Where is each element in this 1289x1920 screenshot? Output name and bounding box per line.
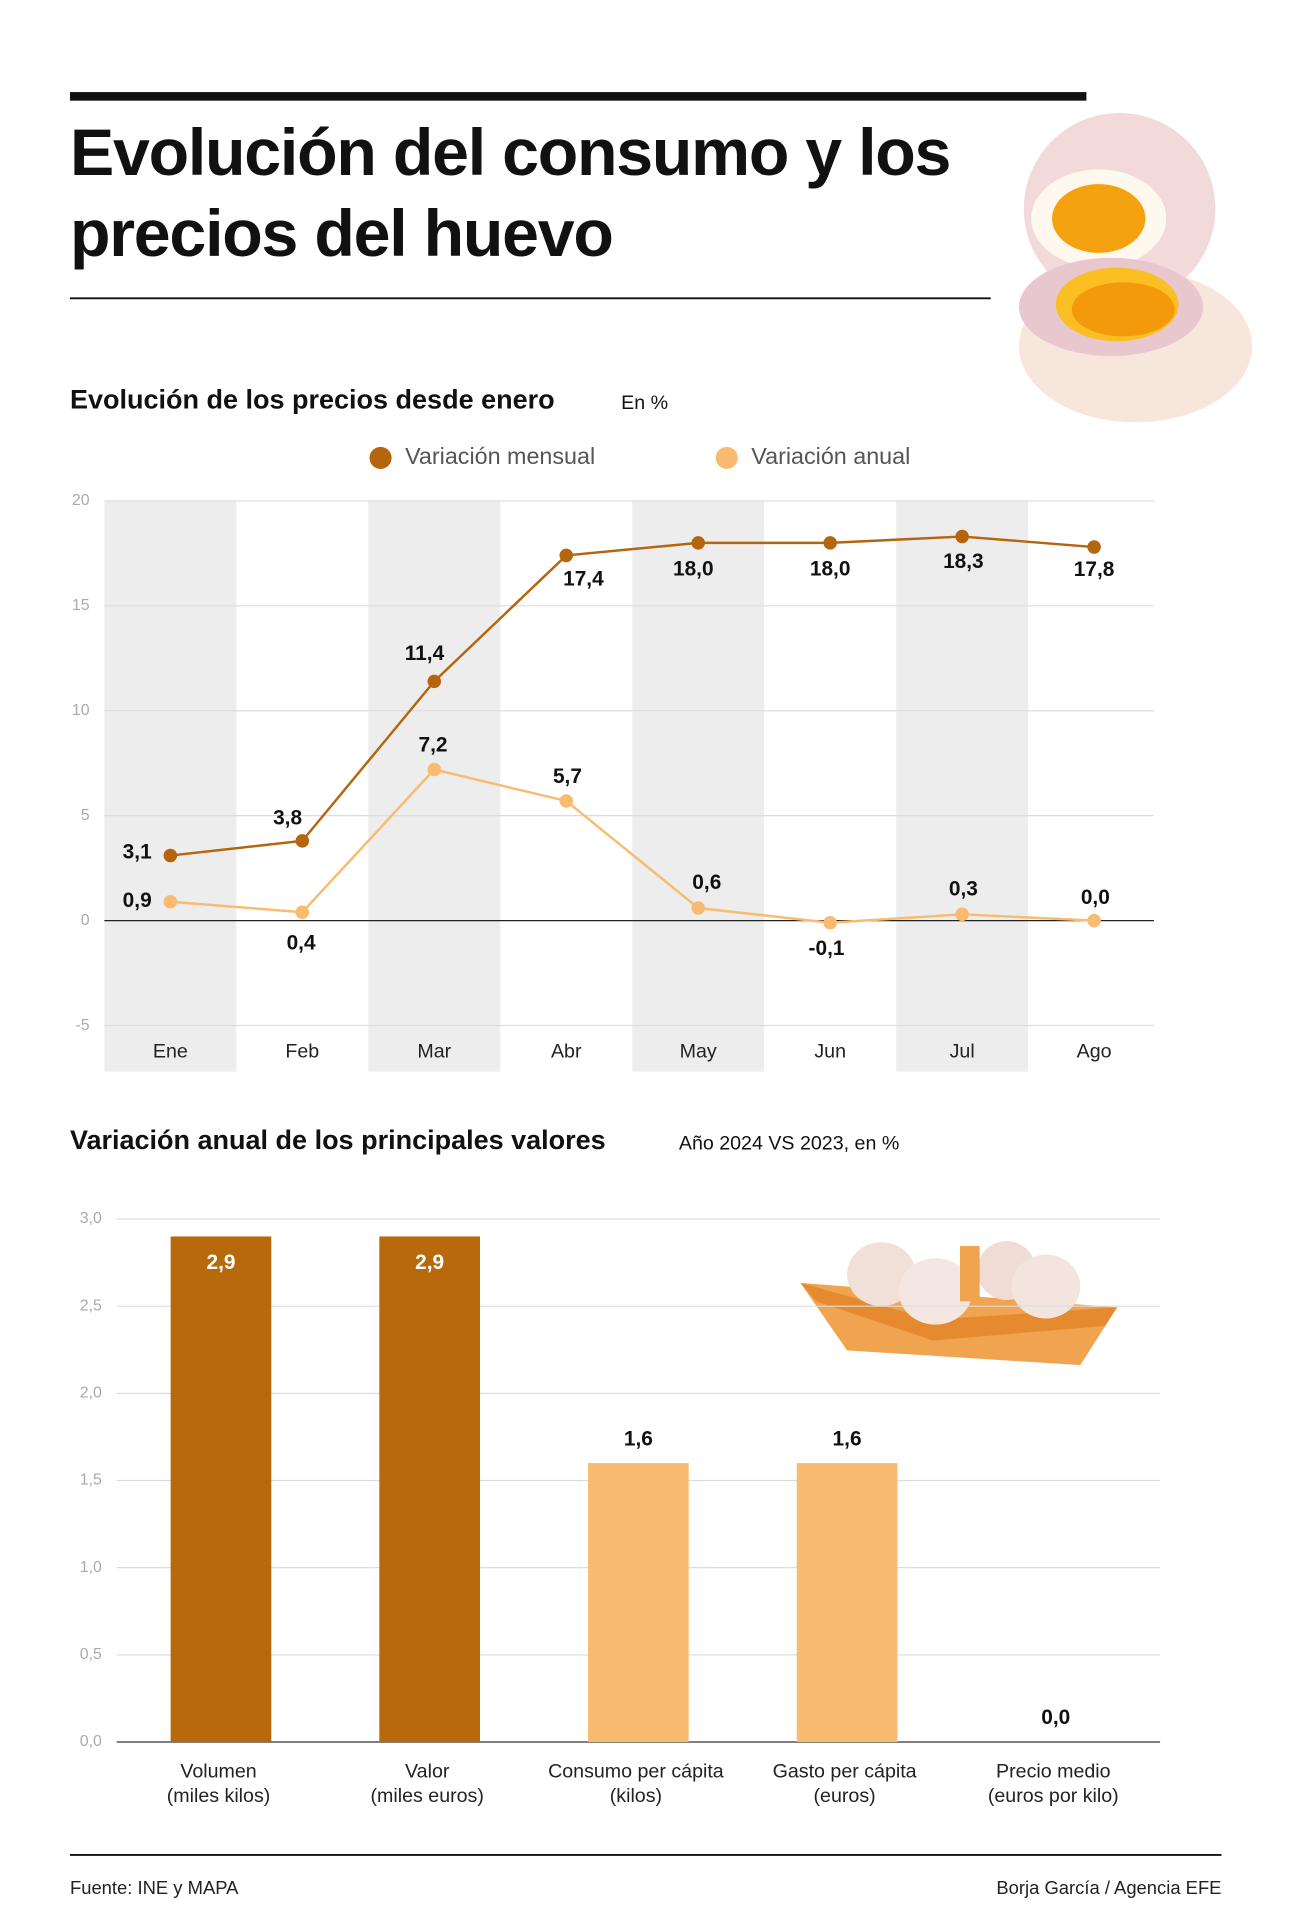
- x-tick-label: Precio medio (euros por kilo): [988, 1761, 1119, 1808]
- legend-marker: [715, 446, 738, 469]
- data-point: [691, 536, 705, 550]
- data-label: 2,9: [206, 1251, 235, 1274]
- y-tick-label: 3,0: [80, 1210, 102, 1227]
- series-line: [170, 768, 1095, 924]
- data-point: [955, 907, 969, 922]
- chart-subtitle: Año 2024 VS 2023, en %: [679, 1132, 899, 1154]
- y-tick-label: 2,0: [80, 1385, 102, 1402]
- x-tick-label: Ene: [153, 1040, 188, 1062]
- bar: [588, 1463, 689, 1742]
- data-point: [559, 548, 573, 563]
- data-point: [823, 915, 837, 930]
- x-tick-label: Consumo per cápita (kilos): [548, 1761, 724, 1808]
- y-tick-label: 0,0: [80, 1733, 102, 1750]
- chart-title: Evolución de los precios desde enero: [70, 385, 555, 415]
- x-tick-label: Abr: [551, 1040, 582, 1062]
- data-label: 18,0: [810, 557, 851, 580]
- x-tick-label: Valor (miles euros): [371, 1761, 484, 1808]
- chart-subtitle: En %: [621, 392, 668, 414]
- x-tick-label: Jun: [814, 1040, 846, 1062]
- column-band: [368, 500, 501, 1072]
- y-tick-label: 15: [72, 597, 90, 614]
- x-tick-label: Jul: [950, 1040, 975, 1062]
- data-label: 5,7: [553, 765, 582, 788]
- credit: Borja García / Agencia EFE: [996, 1877, 1221, 1898]
- series-line: [170, 535, 1095, 857]
- column-band: [896, 500, 1029, 1072]
- x-tick-label: Gasto per cápita (euros): [773, 1761, 917, 1808]
- legend-label: Variación anual: [751, 443, 910, 469]
- data-label: 1,6: [833, 1427, 862, 1450]
- y-tick-label: 1,5: [80, 1472, 102, 1489]
- data-label: 0,9: [123, 889, 152, 912]
- data-point: [955, 529, 969, 544]
- y-tick-label: 10: [72, 702, 90, 719]
- data-label: 3,8: [273, 806, 302, 829]
- y-tick-label: 1,0: [80, 1559, 102, 1576]
- data-point: [559, 794, 573, 808]
- y-tick-label: 5: [81, 807, 90, 824]
- egg-illustration: [1018, 112, 1253, 423]
- data-point: [295, 905, 310, 919]
- data-label: 0,0: [1081, 886, 1110, 909]
- data-point: [1087, 540, 1101, 554]
- x-tick-label: Feb: [285, 1040, 319, 1062]
- x-tick-label: May: [680, 1040, 717, 1062]
- x-tick-label: Mar: [417, 1040, 451, 1062]
- data-label: 18,0: [673, 557, 714, 580]
- data-label: 3,1: [123, 841, 152, 864]
- data-label: 1,6: [624, 1427, 653, 1450]
- data-point: [691, 901, 705, 915]
- data-label: 0,4: [287, 932, 316, 955]
- x-tick-label: Ago: [1077, 1040, 1112, 1062]
- source: Fuente: INE y MAPA: [70, 1877, 239, 1898]
- y-tick-label: 20: [72, 492, 90, 509]
- data-label: 7,2: [419, 734, 448, 757]
- data-label: 0,3: [949, 877, 978, 900]
- column-band: [104, 500, 237, 1072]
- data-point: [427, 674, 442, 689]
- bar: [379, 1236, 480, 1742]
- x-tick-label: Volumen (miles kilos): [167, 1761, 271, 1808]
- data-label: 17,4: [563, 568, 604, 591]
- data-label: 17,8: [1074, 558, 1115, 581]
- data-point: [427, 762, 442, 777]
- data-label: 0,0: [1041, 1706, 1070, 1729]
- main-title: Evolución del consumo y los precios del h…: [70, 116, 950, 271]
- y-tick-label: 0: [81, 912, 90, 929]
- tray-illustration: [800, 1241, 1118, 1366]
- y-tick-label: 0,5: [80, 1646, 102, 1663]
- bar: [170, 1236, 272, 1742]
- data-label: 2,9: [415, 1251, 444, 1274]
- data-label: 0,6: [692, 871, 721, 894]
- data-label: -0,1: [809, 937, 845, 960]
- column-band: [632, 500, 765, 1072]
- data-point: [295, 834, 310, 848]
- data-label: 18,3: [943, 550, 984, 573]
- legend-label: Variación mensual: [405, 443, 595, 469]
- data-point: [1087, 913, 1101, 928]
- data-point: [823, 536, 837, 550]
- data-point: [163, 894, 178, 909]
- top-rule: [69, 92, 1087, 101]
- y-tick-label: 2,5: [80, 1297, 102, 1314]
- data-point: [163, 848, 178, 863]
- bar: [796, 1463, 898, 1742]
- legend-marker: [369, 446, 392, 469]
- y-tick-label: -5: [75, 1017, 89, 1034]
- chart-title: Variación anual de los principales valor…: [70, 1125, 606, 1155]
- data-label: 11,4: [405, 642, 445, 665]
